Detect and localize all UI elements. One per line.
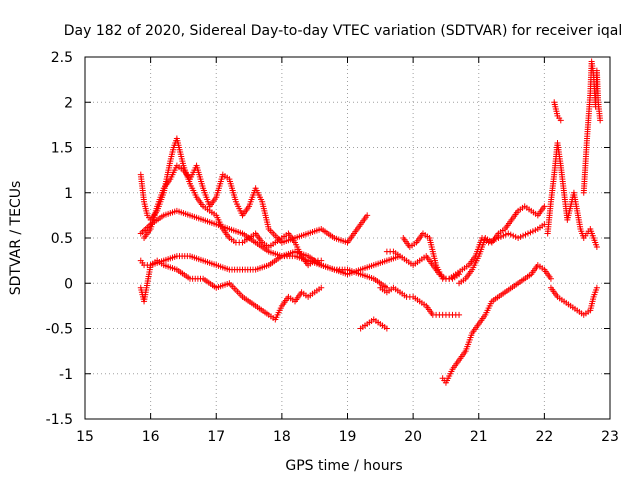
x-tick-label: 22 <box>535 429 553 445</box>
y-tick-label: 1 <box>64 186 73 202</box>
x-tick-labels: 15 16 17 18 19 20 21 22 23 <box>76 429 619 445</box>
y-axis-title: SDTVAR / TECUs <box>8 181 24 296</box>
x-tick-label: 16 <box>142 429 160 445</box>
y-tick-label: 1.5 <box>51 141 73 157</box>
data-point <box>318 284 325 291</box>
x-tick-label: 19 <box>339 429 357 445</box>
grid-lines <box>85 57 610 419</box>
data-point <box>597 117 604 124</box>
data-markers <box>137 58 604 386</box>
y-tick-labels: -1.5 -1 -0.5 0 0.5 1 1.5 2 2.5 <box>46 50 73 428</box>
data-point <box>541 203 548 210</box>
x-tick-label: 20 <box>404 429 422 445</box>
x-tick-label: 18 <box>273 429 291 445</box>
y-tick-label: 2 <box>64 95 73 111</box>
data-point <box>547 275 554 282</box>
data-point <box>383 325 390 332</box>
y-tick-label: -0.5 <box>46 322 73 338</box>
data-point <box>593 284 600 291</box>
y-tick-label: -1.5 <box>46 412 73 428</box>
chart-title: Day 182 of 2020, Sidereal Day-to-day VTE… <box>64 23 622 39</box>
x-tick-label: 17 <box>207 429 225 445</box>
y-tick-label: 0 <box>64 276 73 292</box>
x-tick-label: 23 <box>601 429 619 445</box>
x-tick-label: 21 <box>470 429 488 445</box>
data-point <box>557 117 564 124</box>
x-axis-title: GPS time / hours <box>285 458 402 474</box>
data-point <box>364 212 371 219</box>
y-tick-label: 0.5 <box>51 231 73 247</box>
y-tick-label: 2.5 <box>51 50 73 66</box>
data-point <box>456 311 463 318</box>
x-tick-label: 15 <box>76 429 94 445</box>
y-tick-label: -1 <box>59 367 73 383</box>
data-point <box>593 244 600 251</box>
plot-frame <box>84 56 611 420</box>
